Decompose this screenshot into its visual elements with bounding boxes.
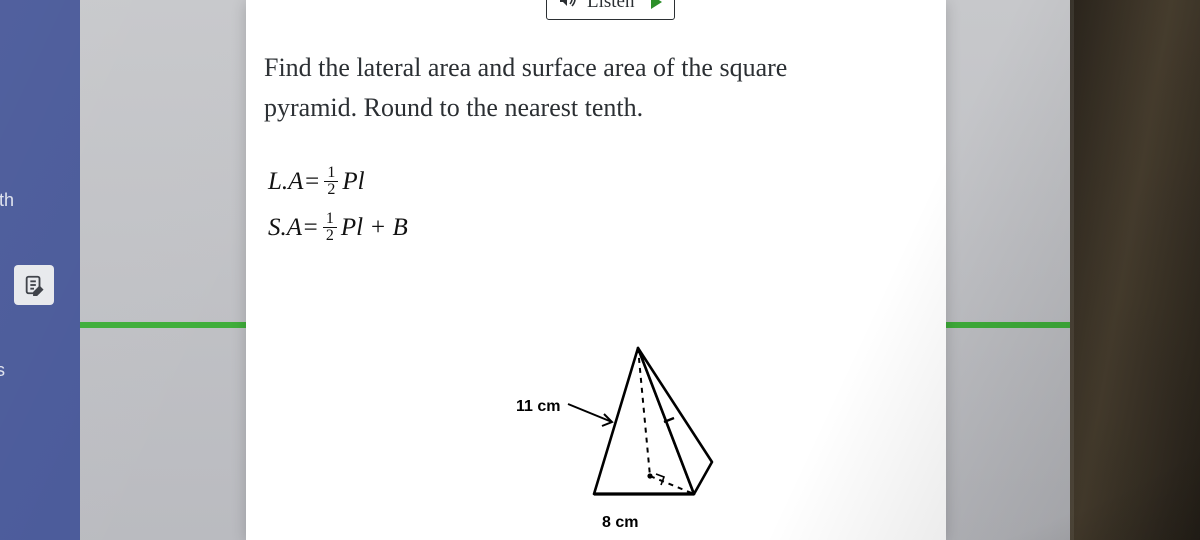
vignette-overlay bbox=[0, 0, 1200, 540]
